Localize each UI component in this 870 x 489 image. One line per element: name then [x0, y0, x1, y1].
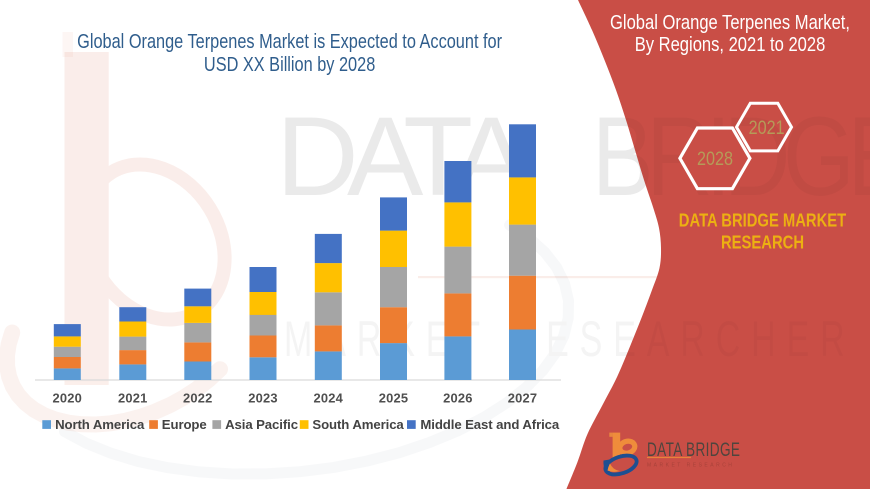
svg-text:Europe: Europe: [162, 417, 207, 432]
svg-text:DATA BRIDGE: DATA BRIDGE: [647, 439, 740, 461]
svg-text:Middle East and Africa: Middle East and Africa: [420, 417, 560, 432]
svg-text:By Regions, 2021 to 2028: By Regions, 2021 to 2028: [635, 33, 826, 56]
svg-text:2020: 2020: [53, 391, 82, 406]
svg-text:Global Orange Terpenes Market,: Global Orange Terpenes Market,: [610, 10, 850, 33]
svg-text:2022: 2022: [183, 391, 212, 406]
svg-text:RESEARCH: RESEARCH: [721, 232, 804, 253]
svg-text:2028: 2028: [697, 148, 733, 170]
svg-text:DATA BRIDGE MARKET: DATA BRIDGE MARKET: [679, 210, 847, 231]
svg-text:2027: 2027: [508, 391, 537, 406]
svg-text:2024: 2024: [314, 391, 344, 406]
svg-text:USD XX Billion by 2028: USD XX Billion by 2028: [204, 54, 375, 76]
svg-text:Global Orange Terpenes Market: Global Orange Terpenes Market is Expecte…: [77, 31, 502, 53]
svg-text:2025: 2025: [379, 391, 408, 406]
svg-text:MARKET RESEARCH: MARKET RESEARCH: [647, 463, 734, 469]
svg-text:2023: 2023: [248, 391, 277, 406]
svg-text:2021: 2021: [749, 116, 785, 138]
svg-text:2021: 2021: [118, 391, 147, 406]
svg-text:2026: 2026: [443, 391, 472, 406]
svg-text:South America: South America: [312, 417, 404, 432]
svg-text:Asia Pacific: Asia Pacific: [225, 417, 298, 432]
svg-text:DATA: DATA: [276, 94, 530, 220]
svg-text:North America: North America: [55, 417, 145, 432]
